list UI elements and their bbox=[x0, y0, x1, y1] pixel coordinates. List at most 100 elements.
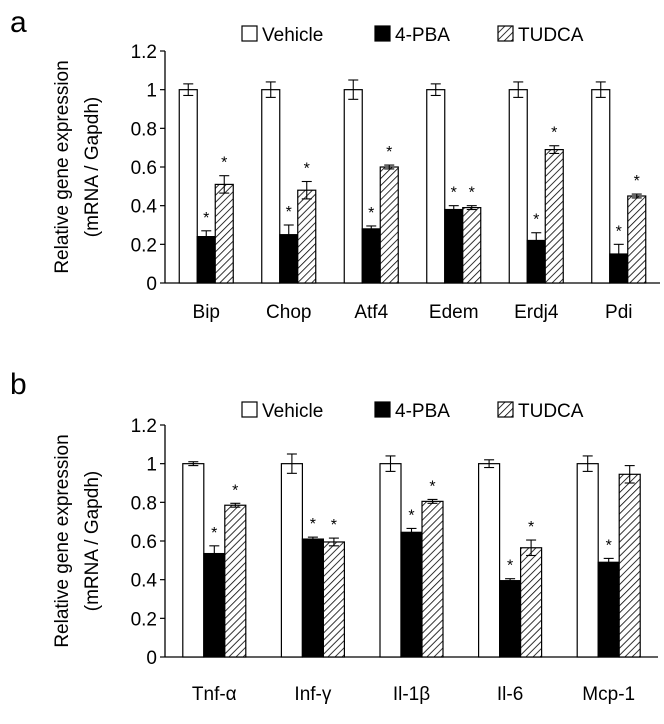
y-tick-label: 1.2 bbox=[131, 42, 157, 63]
y-axis-label: (mRNA / Gapdh) bbox=[82, 97, 103, 237]
y-tick-label: 1 bbox=[146, 455, 157, 476]
bar-4-pba bbox=[196, 236, 216, 284]
legend-item-tudca: TUDCA bbox=[497, 25, 584, 46]
significance-marker: * bbox=[386, 144, 392, 161]
bar-vehicle bbox=[426, 89, 446, 284]
y-axis-label: Relative gene expression bbox=[52, 434, 73, 647]
bar-4-pba bbox=[499, 580, 522, 658]
y-tick-label: 0.6 bbox=[131, 158, 157, 179]
x-tick-label: Inf-γ bbox=[294, 684, 331, 705]
significance-marker: * bbox=[211, 525, 217, 542]
legend-swatch bbox=[241, 401, 258, 418]
x-tick-label: Il-6 bbox=[497, 684, 523, 705]
bar-tudca bbox=[322, 541, 345, 658]
bar-tudca bbox=[462, 207, 482, 284]
legend-item-4-pba: 4-PBA bbox=[374, 25, 450, 46]
legend-label: Vehicle bbox=[262, 401, 323, 422]
bar-tudca bbox=[421, 500, 444, 658]
significance-marker: * bbox=[634, 173, 640, 190]
legend-item-vehicle: Vehicle bbox=[241, 401, 323, 422]
bar-vehicle bbox=[478, 463, 501, 658]
significance-marker: * bbox=[310, 516, 316, 533]
legend-item-vehicle: Vehicle bbox=[241, 25, 323, 46]
bar-4-pba bbox=[203, 552, 226, 658]
legend-label: Vehicle bbox=[262, 25, 323, 46]
significance-marker: * bbox=[286, 204, 292, 221]
bar-vehicle bbox=[508, 89, 528, 284]
x-tick-label: Il-1β bbox=[393, 684, 430, 705]
x-tick-label: Erdj4 bbox=[514, 302, 559, 323]
bar-vehicle bbox=[280, 463, 303, 658]
y-tick-label: 0.6 bbox=[131, 532, 157, 553]
bar-4-pba bbox=[301, 538, 324, 658]
y-tick-label: 0.2 bbox=[131, 609, 157, 630]
bar-tudca bbox=[519, 547, 543, 658]
significance-marker: * bbox=[368, 205, 374, 222]
x-tick-label: Pdi bbox=[605, 302, 632, 323]
bar-vehicle bbox=[379, 463, 402, 658]
significance-marker: * bbox=[203, 210, 209, 227]
y-tick-label: 0.4 bbox=[131, 197, 158, 218]
bar-4-pba bbox=[400, 531, 423, 658]
significance-marker: * bbox=[606, 537, 612, 554]
y-tick-label: 0.8 bbox=[131, 119, 157, 140]
bar-tudca bbox=[297, 189, 317, 284]
legend-label: 4-PBA bbox=[395, 401, 450, 422]
bar-tudca bbox=[214, 183, 234, 284]
bar-tudca bbox=[627, 195, 647, 284]
bar-vehicle bbox=[591, 89, 611, 284]
legend-swatch bbox=[374, 25, 391, 42]
x-tick-label: Chop bbox=[266, 302, 311, 323]
significance-marker: * bbox=[533, 212, 539, 229]
significance-marker: * bbox=[221, 155, 227, 172]
legend-label: TUDCA bbox=[518, 401, 584, 422]
y-tick-label: 0 bbox=[146, 274, 157, 295]
y-tick-label: 0.4 bbox=[131, 571, 158, 592]
legend-label: TUDCA bbox=[518, 25, 584, 46]
y-axis-label: Relative gene expression bbox=[52, 60, 73, 273]
bar-4-pba bbox=[597, 561, 620, 658]
legend-swatch bbox=[374, 401, 391, 418]
bar-vehicle bbox=[576, 463, 599, 658]
panel-letter-b: b bbox=[10, 368, 27, 401]
chart-panel-b: 0 0.2 0.4 0.6 0.8 1 1.2 Relative gene expressio… bbox=[52, 401, 658, 705]
bar-tudca bbox=[224, 504, 247, 658]
legend-swatch bbox=[241, 25, 258, 42]
bar-tudca bbox=[618, 473, 641, 658]
y-tick-label: 1.2 bbox=[131, 416, 157, 437]
x-tick-label: Tnf-α bbox=[192, 684, 237, 705]
significance-marker: * bbox=[429, 478, 435, 495]
bar-vehicle bbox=[182, 463, 205, 658]
y-tick-label: 0.2 bbox=[131, 235, 157, 256]
legend-item-4-pba: 4-PBA bbox=[374, 401, 450, 422]
significance-marker: * bbox=[331, 517, 337, 534]
x-tick-label: Atf4 bbox=[354, 302, 388, 323]
chart-panel-a: 0 0.2 0.4 0.6 0.8 1 1.2 Relative gene expressio… bbox=[52, 25, 660, 323]
bar-vehicle bbox=[343, 89, 363, 284]
significance-marker: * bbox=[616, 223, 622, 240]
y-tick-label: 0.8 bbox=[131, 493, 157, 514]
y-axis-label: (mRNA / Gapdh) bbox=[82, 471, 103, 611]
significance-marker: * bbox=[451, 185, 457, 202]
x-tick-label: Edem bbox=[429, 302, 479, 323]
significance-marker: * bbox=[232, 482, 238, 499]
bar-4-pba bbox=[361, 228, 381, 284]
bar-tudca bbox=[544, 149, 564, 284]
significance-marker: * bbox=[304, 161, 310, 178]
y-tick-label: 0 bbox=[146, 648, 157, 669]
legend-label: 4-PBA bbox=[395, 25, 450, 46]
legend-swatch bbox=[497, 401, 514, 418]
bar-4-pba bbox=[444, 208, 464, 284]
bar-vehicle bbox=[178, 89, 198, 284]
y-tick-label: 1 bbox=[146, 81, 157, 102]
bar-vehicle bbox=[261, 89, 281, 284]
legend-swatch bbox=[497, 25, 514, 42]
significance-marker: * bbox=[528, 519, 534, 536]
significance-marker: * bbox=[469, 185, 475, 202]
significance-marker: * bbox=[551, 125, 557, 142]
x-tick-label: Mcp-1 bbox=[582, 684, 635, 705]
legend-item-tudca: TUDCA bbox=[497, 401, 584, 422]
bar-tudca bbox=[379, 166, 399, 284]
x-tick-label: Bip bbox=[193, 302, 220, 323]
